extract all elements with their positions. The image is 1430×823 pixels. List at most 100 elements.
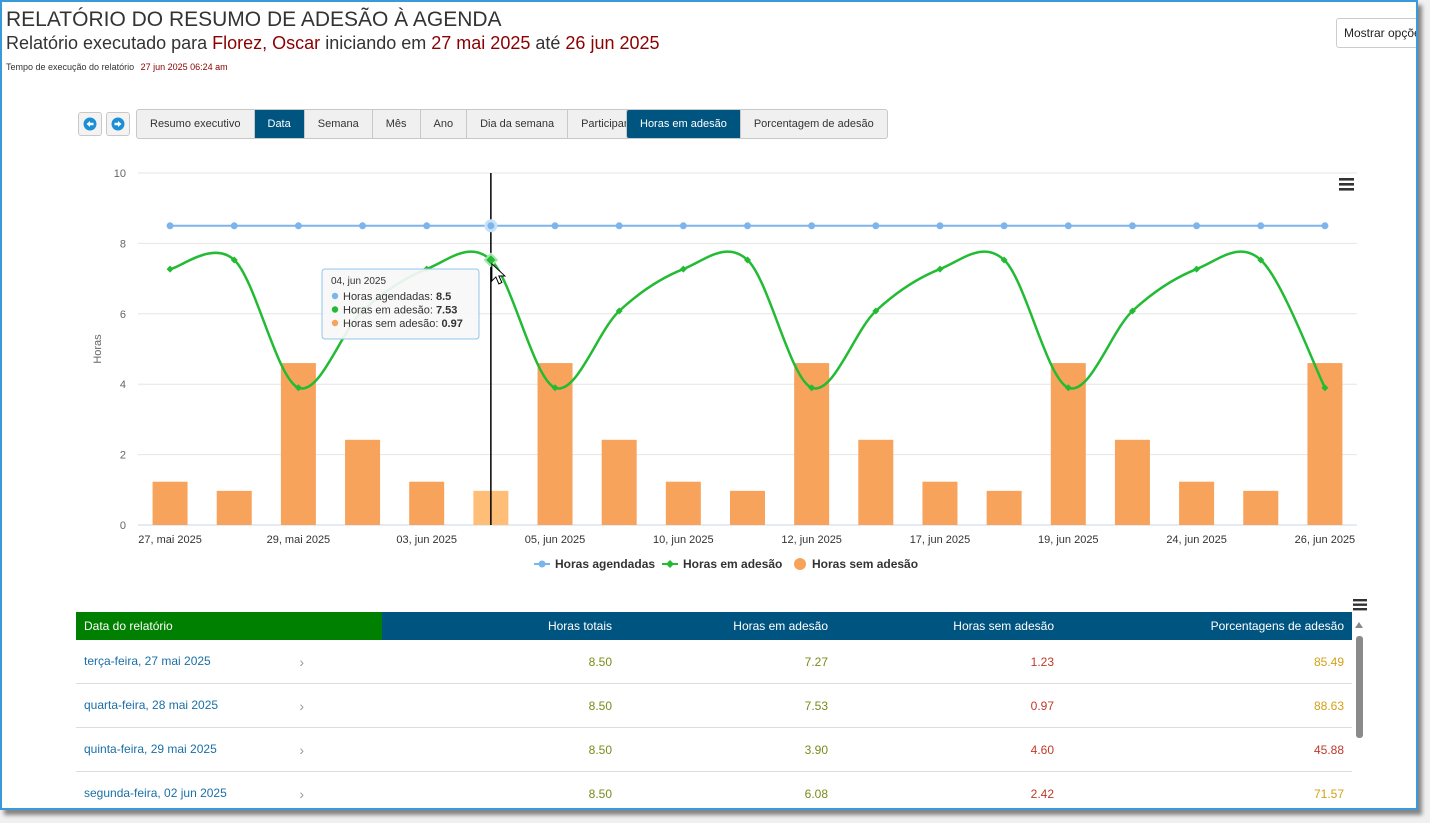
chart-menu-icon[interactable] <box>1339 178 1354 181</box>
legend-item[interactable]: Horas agendadas <box>555 557 655 571</box>
header-non-adherent-hours[interactable]: Horas sem adesão <box>953 619 1054 633</box>
show-options-button[interactable]: Mostrar opções <box>1336 18 1416 48</box>
header-total-hours[interactable]: Horas totais <box>547 619 612 633</box>
point-horas-agendadas[interactable] <box>1257 222 1265 230</box>
legend-marker[interactable] <box>666 560 674 568</box>
cell-percent: 45.88 <box>1313 742 1344 757</box>
point-horas-em-adesao[interactable] <box>936 265 944 273</box>
tab-dia-da-semana[interactable]: Dia da semana <box>467 110 569 138</box>
chevron-right-icon[interactable]: › <box>299 653 304 670</box>
point-horas-agendadas[interactable] <box>423 222 431 230</box>
point-horas-agendadas[interactable] <box>1128 222 1136 230</box>
point-horas-agendadas[interactable] <box>808 222 816 230</box>
point-horas-em-adesao[interactable] <box>872 307 880 315</box>
legend-item[interactable]: Horas em adesão <box>683 557 782 571</box>
chart-menu-icon[interactable] <box>1339 183 1354 186</box>
chart-menu-icon[interactable] <box>1339 188 1354 191</box>
bar-horas-sem-adesao[interactable] <box>1114 439 1150 525</box>
start-date: 27 mai 2025 <box>431 33 531 53</box>
point-horas-em-adesao[interactable] <box>483 252 499 268</box>
point-horas-em-adesao[interactable] <box>230 256 238 264</box>
point-horas-agendadas[interactable] <box>1321 222 1329 230</box>
header-adherent-hours[interactable]: Horas em adesão <box>733 619 828 633</box>
point-horas-agendadas[interactable] <box>230 222 238 230</box>
header-date[interactable]: Data do relatório <box>76 612 382 640</box>
point-horas-em-adesao[interactable] <box>1257 256 1265 264</box>
point-horas-agendadas[interactable] <box>166 222 174 230</box>
tab-participante[interactable]: Participante <box>581 118 640 130</box>
bar-horas-sem-adesao[interactable] <box>1179 481 1215 525</box>
point-horas-agendadas[interactable] <box>936 222 944 230</box>
bar-horas-sem-adesao[interactable] <box>730 490 765 525</box>
tooltip-date: 04, jun 2025 <box>331 276 386 287</box>
legend-item[interactable]: Horas sem adesão <box>812 557 918 571</box>
point-horas-agendadas[interactable] <box>679 222 687 230</box>
scrollbar-thumb[interactable] <box>1356 636 1363 738</box>
bar-horas-sem-adesao[interactable] <box>922 481 958 525</box>
point-horas-agendadas[interactable] <box>551 222 559 230</box>
tab-resumo-executivo[interactable]: Resumo executivo <box>137 110 255 138</box>
point-horas-agendadas[interactable] <box>744 222 751 230</box>
subtitle-prefix: Relatório executado para <box>6 33 208 53</box>
prev-button[interactable] <box>78 112 102 136</box>
tab-ano[interactable]: Ano <box>421 110 468 138</box>
cell-adherent: 6.08 <box>804 786 828 801</box>
chevron-right-icon[interactable]: › <box>299 741 304 758</box>
row-date-link[interactable]: segunda-feira, 02 jun 2025 <box>84 785 227 800</box>
row-date-link[interactable]: quinta-feira, 29 mai 2025 <box>84 741 217 756</box>
table-scrollbar[interactable] <box>1354 620 1364 808</box>
report-window: RELATÓRIO DO RESUMO DE ADESÃO À AGENDA R… <box>0 0 1418 810</box>
tab-horas-em-adesao[interactable]: Horas em adesão <box>627 110 741 138</box>
point-horas-em-adesao[interactable] <box>1064 384 1072 392</box>
point-horas-agendadas[interactable] <box>359 222 367 230</box>
point-horas-em-adesao[interactable] <box>1321 384 1329 392</box>
bar-horas-sem-adesao[interactable] <box>216 490 252 525</box>
point-horas-em-adesao[interactable] <box>551 384 559 392</box>
row-date-link[interactable]: quarta-feira, 28 mai 2025 <box>84 697 219 712</box>
chevron-right-icon[interactable]: › <box>299 697 304 714</box>
point-horas-agendadas[interactable] <box>1193 222 1201 230</box>
tab-semana[interactable]: Semana <box>305 110 373 138</box>
header-adherence-percent[interactable]: Porcentagens de adesão <box>1210 619 1344 633</box>
bar-horas-sem-adesao[interactable] <box>409 481 445 525</box>
bar-horas-sem-adesao[interactable] <box>858 439 894 525</box>
table-menu-icon[interactable] <box>1352 598 1368 612</box>
point-horas-em-adesao[interactable] <box>294 384 302 392</box>
table-row[interactable]: quarta-feira, 28 mai 2025 › 8.50 7.53 0.9… <box>76 684 1352 728</box>
table-row[interactable]: segunda-feira, 02 jun 2025 › 8.50 6.08 2.… <box>76 772 1352 808</box>
point-horas-agendadas[interactable] <box>872 222 880 230</box>
table-row[interactable]: terça-feira, 27 mai 2025 › 8.50 7.27 1.23… <box>76 640 1352 684</box>
point-horas-agendadas[interactable] <box>615 222 623 230</box>
point-horas-em-adesao[interactable] <box>615 307 623 315</box>
table-row[interactable]: quinta-feira, 29 mai 2025 › 8.50 3.90 4.6… <box>76 728 1352 772</box>
row-date-link[interactable]: terça-feira, 27 mai 2025 <box>84 653 211 668</box>
legend-marker[interactable] <box>538 560 546 568</box>
tab-data[interactable]: Data <box>254 110 305 138</box>
next-button[interactable] <box>106 112 130 136</box>
tab-porcentagem-de-adesao[interactable]: Porcentagem de adesão <box>753 118 874 130</box>
point-horas-em-adesao[interactable] <box>1000 256 1008 264</box>
point-horas-agendadas[interactable] <box>1000 222 1008 230</box>
bar-horas-sem-adesao[interactable] <box>665 481 701 525</box>
cell-total: 8.50 <box>588 786 612 801</box>
exec-label: Tempo de execução do relatório <box>6 62 135 72</box>
tooltip-row: Horas agendadas: 8.5 <box>343 291 451 303</box>
point-horas-em-adesao[interactable] <box>808 384 816 392</box>
scroll-up-icon[interactable] <box>1354 620 1364 630</box>
bar-horas-sem-adesao[interactable] <box>152 481 188 525</box>
bar-horas-sem-adesao[interactable] <box>345 439 381 525</box>
point-horas-agendadas[interactable] <box>1064 222 1072 230</box>
point-horas-em-adesao[interactable] <box>679 265 687 273</box>
legend-marker[interactable] <box>794 558 806 570</box>
tab-mes[interactable]: Mês <box>373 110 421 138</box>
point-horas-em-adesao[interactable] <box>1193 265 1201 273</box>
chevron-right-icon[interactable]: › <box>299 785 304 802</box>
point-horas-em-adesao[interactable] <box>1128 307 1136 315</box>
bar-horas-sem-adesao[interactable] <box>986 490 1022 525</box>
point-horas-agendadas[interactable] <box>484 219 498 233</box>
point-horas-agendadas[interactable] <box>294 222 302 230</box>
point-horas-em-adesao[interactable] <box>744 256 751 264</box>
bar-horas-sem-adesao[interactable] <box>601 439 637 525</box>
point-horas-em-adesao[interactable] <box>166 265 174 273</box>
bar-horas-sem-adesao[interactable] <box>1243 490 1279 525</box>
